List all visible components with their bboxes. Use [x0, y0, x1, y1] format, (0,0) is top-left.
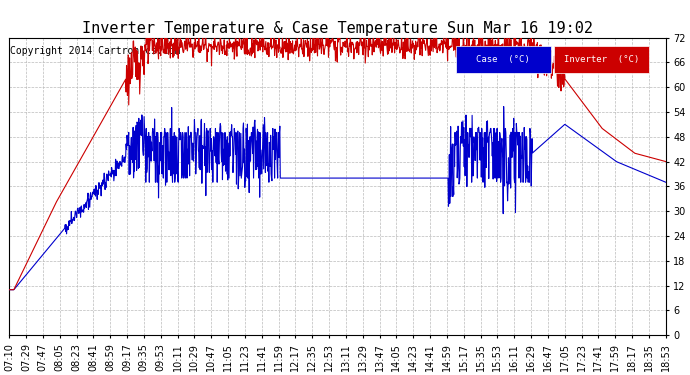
FancyBboxPatch shape — [554, 46, 649, 73]
Text: Inverter  (°C): Inverter (°C) — [564, 56, 640, 64]
Text: Case  (°C): Case (°C) — [476, 56, 530, 64]
Text: Copyright 2014 Cartronics.com: Copyright 2014 Cartronics.com — [10, 46, 181, 56]
FancyBboxPatch shape — [455, 46, 551, 73]
Title: Inverter Temperature & Case Temperature Sun Mar 16 19:02: Inverter Temperature & Case Temperature … — [82, 21, 593, 36]
